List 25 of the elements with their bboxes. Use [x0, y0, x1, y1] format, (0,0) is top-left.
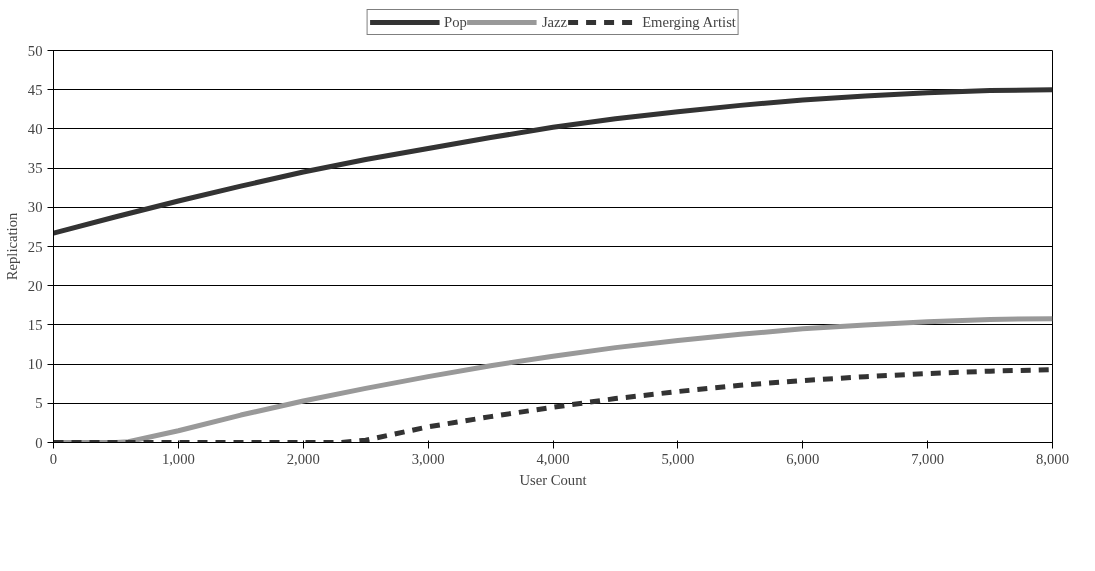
legend-label: Pop	[444, 13, 467, 31]
y-tick-label: 50	[27, 42, 43, 59]
y-tick-label: 15	[27, 316, 43, 333]
y-tick-label: 35	[27, 160, 43, 177]
y-tick-label: 40	[27, 120, 43, 137]
y-tick-label: 30	[27, 199, 43, 216]
y-tick-label: 10	[27, 356, 43, 373]
y-tick-label: 0	[35, 434, 43, 451]
x-axis-title: User Count	[519, 471, 587, 488]
x-tick-label: 1,000	[161, 450, 195, 467]
x-tick-label: 8,000	[1036, 450, 1069, 467]
y-tick-label: 45	[27, 81, 43, 98]
legend-label: Jazz	[541, 13, 568, 31]
legend-label: Emerging Artist	[642, 13, 736, 31]
y-tick-label: 5	[35, 395, 43, 412]
x-tick-label: 3,000	[411, 450, 445, 467]
x-tick-label: 6,000	[786, 450, 820, 467]
y-axis-title: Replication	[3, 212, 20, 281]
x-tick-label: 0	[49, 450, 58, 467]
y-tick-label: 20	[27, 277, 43, 294]
x-tick-label: 4,000	[536, 450, 570, 467]
y-tick-label: 25	[27, 238, 43, 255]
x-tick-label: 2,000	[286, 450, 320, 467]
x-tick-label: 7,000	[911, 450, 945, 467]
x-tick-label: 5,000	[661, 450, 695, 467]
